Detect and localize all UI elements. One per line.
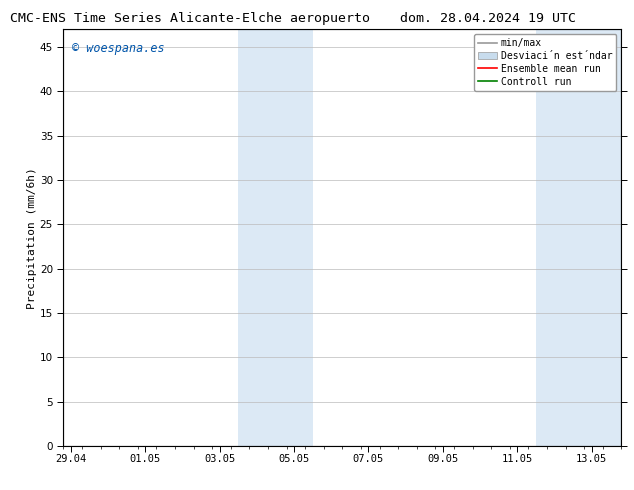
Y-axis label: Precipitation (mm/6h): Precipitation (mm/6h) bbox=[27, 167, 37, 309]
Text: CMC-ENS Time Series Alicante-Elche aeropuerto: CMC-ENS Time Series Alicante-Elche aerop… bbox=[10, 12, 370, 25]
Text: © woespana.es: © woespana.es bbox=[72, 42, 164, 55]
Bar bbox=[238, 29, 313, 446]
Legend: min/max, Desviaci´n est´ndar, Ensemble mean run, Controll run: min/max, Desviaci´n est´ndar, Ensemble m… bbox=[474, 34, 616, 91]
Text: dom. 28.04.2024 19 UTC: dom. 28.04.2024 19 UTC bbox=[400, 12, 576, 25]
Bar bbox=[536, 29, 621, 446]
